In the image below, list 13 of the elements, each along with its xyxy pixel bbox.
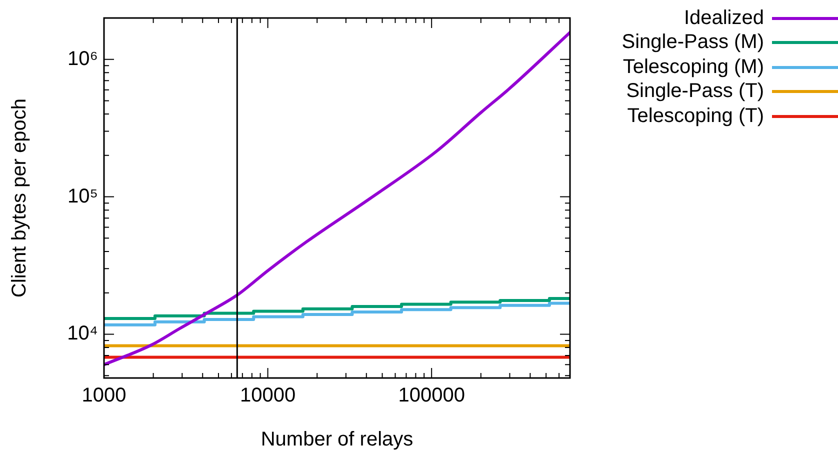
legend-label: Single-Pass (T) [626,80,764,104]
legend-label: Single-Pass (M) [622,31,764,54]
legend-label: Idealized [684,6,764,30]
x-axis-title: Number of relays [260,428,414,451]
y-tick-label: 10⁴ [67,322,98,345]
x-tick-label: 100000 [398,384,465,407]
legend-label: Telescoping (T) [627,104,764,128]
y-tick-label: 10⁵ [67,185,98,208]
x-tick-label: 1000 [82,384,126,407]
x-tick-label: 10000 [240,384,296,407]
y-tick-label: 10⁶ [68,48,98,70]
y-axis-title: Client bytes per epoch [8,98,31,298]
legend-label: Telescoping (M) [622,56,764,79]
